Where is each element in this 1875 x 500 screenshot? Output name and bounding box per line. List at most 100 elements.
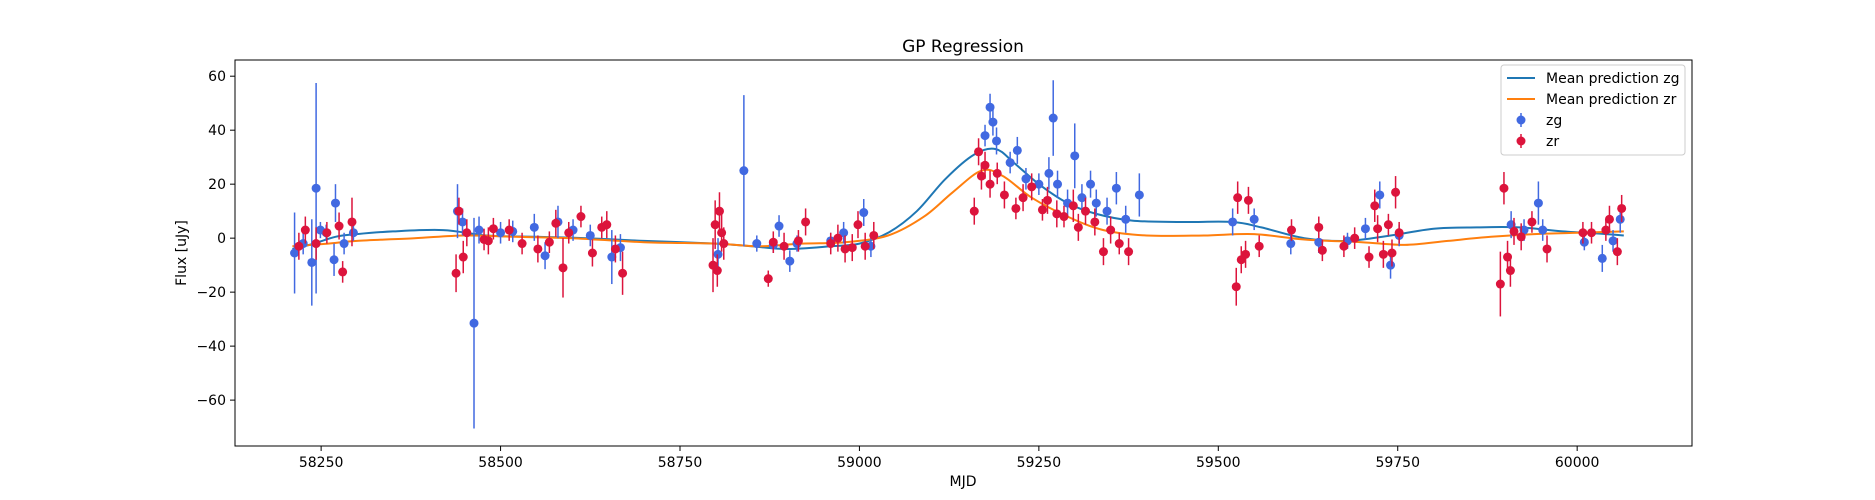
data-point-zg xyxy=(752,239,762,249)
data-point-zr xyxy=(564,228,574,238)
data-point-zg xyxy=(1077,193,1087,203)
data-point-zg xyxy=(1360,224,1370,234)
data-point-zg xyxy=(1121,214,1131,224)
data-point-zg xyxy=(1102,206,1112,216)
data-point-zg xyxy=(1021,174,1031,184)
data-point-zr xyxy=(719,239,729,249)
data-point-zr xyxy=(714,206,724,216)
data-point-zr xyxy=(860,241,870,251)
data-point-zr xyxy=(1042,195,1052,205)
data-point-zr xyxy=(1114,239,1124,249)
data-point-zr xyxy=(294,241,304,251)
data-point-zr xyxy=(558,263,568,273)
data-point-zr xyxy=(1505,266,1515,276)
legend-label-zg: zg xyxy=(1546,113,1562,129)
x-tick-label: 59500 xyxy=(1196,455,1241,471)
data-point-zr xyxy=(1098,247,1108,257)
data-point-zr xyxy=(826,239,836,249)
data-point-zg xyxy=(1048,113,1058,123)
data-point-zg xyxy=(307,257,317,267)
data-point-zr xyxy=(483,236,493,246)
data-point-zr xyxy=(763,274,773,284)
data-point-zr xyxy=(793,236,803,246)
data-point-zg xyxy=(339,239,349,249)
data-point-zg xyxy=(458,217,468,227)
y-tick-label: 40 xyxy=(208,123,226,139)
data-point-zg xyxy=(1533,198,1543,208)
x-tick-label: 60000 xyxy=(1555,455,1600,471)
data-point-zr xyxy=(334,221,344,231)
data-point-zr xyxy=(587,248,597,258)
data-point-zg xyxy=(839,228,849,238)
data-point-zr xyxy=(458,252,468,262)
data-point-zr xyxy=(602,220,612,230)
data-point-zg xyxy=(311,183,321,193)
data-point-zr xyxy=(980,160,990,170)
data-point-zr xyxy=(1287,225,1297,235)
data-point-zg xyxy=(496,228,506,238)
data-point-zr xyxy=(1587,228,1597,238)
data-point-zr xyxy=(1068,201,1078,211)
data-point-zg xyxy=(1005,158,1015,168)
data-point-zr xyxy=(610,244,620,254)
data-point-zg xyxy=(1538,225,1548,235)
data-point-zr xyxy=(504,225,514,235)
data-point-zr xyxy=(1509,226,1519,236)
data-point-zr xyxy=(454,206,464,216)
data-point-zg xyxy=(1134,190,1144,200)
y-tick-label: 20 xyxy=(208,177,226,193)
data-point-zr xyxy=(847,243,857,253)
data-point-zr xyxy=(717,228,727,238)
data-point-zg xyxy=(1386,260,1396,270)
data-point-zr xyxy=(974,147,984,157)
y-tick-label: 60 xyxy=(208,69,226,85)
data-point-zr xyxy=(1394,228,1404,238)
data-point-zr xyxy=(1241,249,1251,259)
data-point-zr xyxy=(1617,203,1627,213)
data-point-zr xyxy=(1314,222,1324,232)
data-point-zr xyxy=(976,171,986,181)
data-point-zr xyxy=(1011,203,1021,213)
legend-marker-zg xyxy=(1516,115,1526,125)
data-point-zg xyxy=(290,248,300,258)
data-point-zg xyxy=(1375,190,1385,200)
data-point-zg xyxy=(1086,179,1096,189)
data-point-zg xyxy=(1091,198,1101,208)
data-point-zg xyxy=(1111,183,1121,193)
plot-background xyxy=(235,60,1692,446)
x-axis-ticks: 58250 58500 58750 59000 59250 59500 59750 60000 xyxy=(299,446,1600,471)
data-point-zr xyxy=(1073,222,1083,232)
data-point-zr xyxy=(462,228,472,238)
data-point-zg xyxy=(1608,236,1618,246)
data-point-zr xyxy=(1317,245,1327,255)
x-tick-label: 59000 xyxy=(837,455,882,471)
data-point-zg xyxy=(529,222,539,232)
data-point-zg xyxy=(1286,239,1296,249)
plot-frame xyxy=(234,59,1693,447)
data-point-zr xyxy=(1499,183,1509,193)
data-point-zg xyxy=(1579,237,1589,247)
data-point-zr xyxy=(517,239,527,249)
data-point-zr xyxy=(833,233,843,243)
data-point-zr xyxy=(1052,209,1062,219)
data-point-zg xyxy=(739,166,749,176)
data-point-zr xyxy=(1081,206,1091,216)
plot-area xyxy=(235,60,1692,446)
data-point-zr xyxy=(488,224,498,234)
data-point-zr xyxy=(576,212,586,222)
data-point-zg xyxy=(859,208,869,218)
data-point-zr xyxy=(338,267,348,277)
data-point-zg xyxy=(1070,151,1080,161)
data-point-zr xyxy=(992,168,1002,178)
legend-box xyxy=(1500,64,1686,156)
data-point-zg xyxy=(330,198,340,208)
data-point-zr xyxy=(1542,244,1552,254)
data-point-zr xyxy=(985,179,995,189)
data-point-zr xyxy=(300,225,310,235)
y-tick-label: −60 xyxy=(196,393,226,409)
data-point-zr xyxy=(1059,212,1069,222)
data-point-zg xyxy=(585,230,595,240)
data-point-zr xyxy=(710,220,720,230)
data-point-zg xyxy=(1012,145,1022,155)
